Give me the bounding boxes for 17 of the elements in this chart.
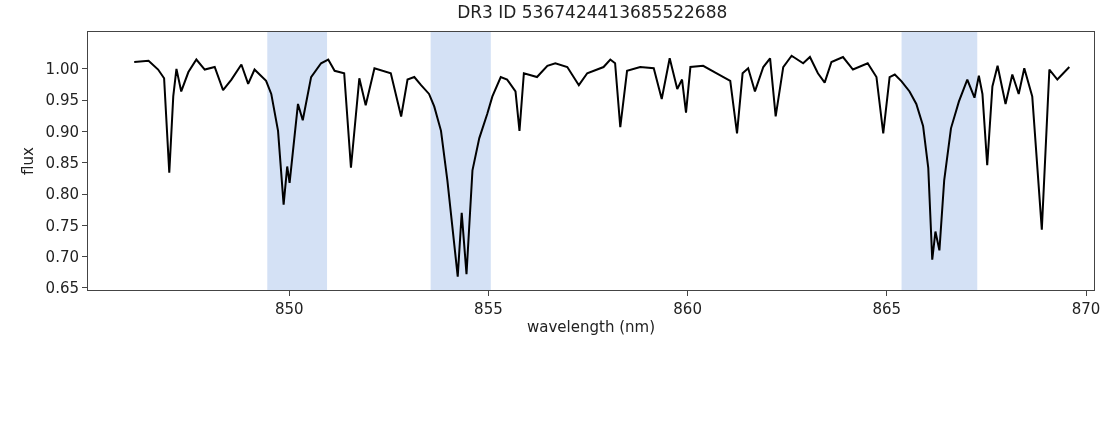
y-tick-label: 0.80 <box>45 185 79 204</box>
y-tick-label: 0.65 <box>45 279 79 298</box>
y-tick-label: 0.75 <box>45 216 79 235</box>
x-tick-label: 850 <box>274 300 304 318</box>
line-series <box>133 54 1071 278</box>
y-tick-label: 0.85 <box>45 154 79 172</box>
chart-title: DR3 ID 5367424413685522688 <box>457 1 728 22</box>
y-tick-label: 1.00 <box>45 60 79 79</box>
x-tick-label: 865 <box>872 300 902 318</box>
x-tick-label: 860 <box>673 300 702 318</box>
y-tick-label: 0.95 <box>45 91 79 110</box>
y-tick-label: 0.70 <box>45 247 79 266</box>
x-tick-label: 855 <box>474 300 503 318</box>
x-axis-title: wavelength (nm) <box>527 318 655 336</box>
x-tick-label: 870 <box>1071 300 1101 318</box>
y-axis-title: flux <box>18 146 37 175</box>
y-tick-label: 0.90 <box>45 122 79 141</box>
